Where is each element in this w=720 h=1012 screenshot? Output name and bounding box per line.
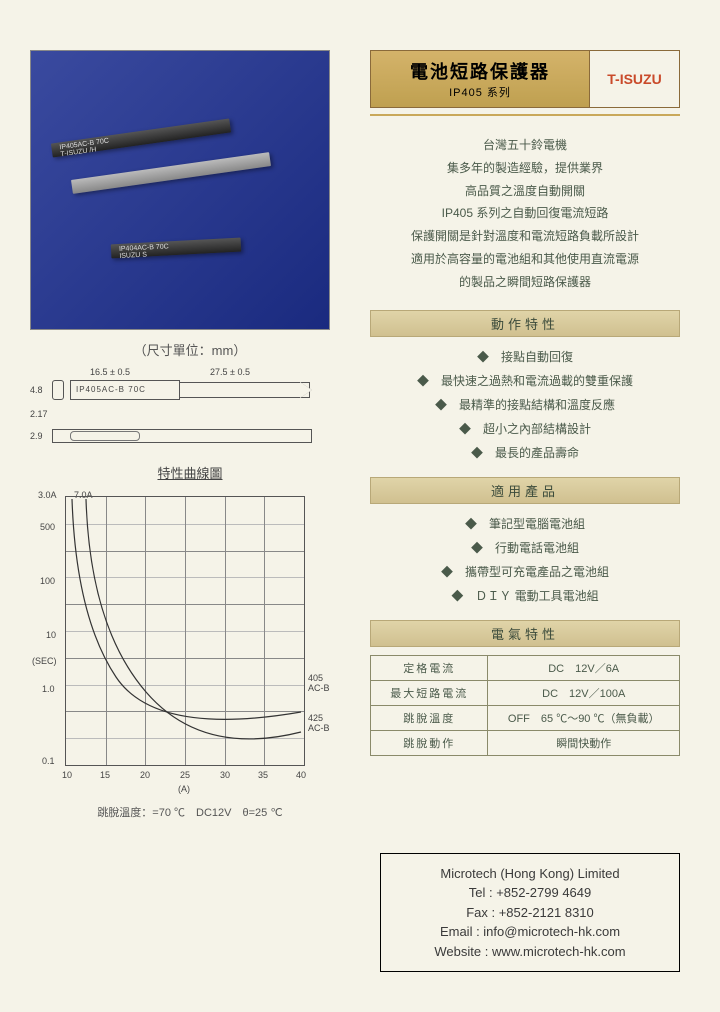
table-row: 跳脫動作 瞬間快動作 [371, 730, 680, 755]
contact-name: Microtech (Hong Kong) Limited [395, 864, 665, 884]
contact-box: Microtech (Hong Kong) Limited Tel : +852… [380, 853, 680, 973]
contact-tel: Tel : +852-2799 4649 [395, 883, 665, 903]
section-electrical: 電氣特性 [370, 620, 680, 647]
contact-fax: Fax : +852-2121 8310 [395, 903, 665, 923]
dimension-drawing: 4.8 16.5 ± 0.5 27.5 ± 0.5 IP405AC-B 70C … [30, 365, 330, 455]
table-row: 跳脫溫度 OFF 65 ℃～90 ℃（無負載） [371, 705, 680, 730]
table-row: 定格電流 DC 12V／6A [371, 655, 680, 680]
characteristic-chart: 3.0A 7.0A 500 100 10 1.0 0.1 (SEC) [30, 486, 330, 796]
section-operation: 動作特性 [370, 310, 680, 337]
contact-web: Website : www.microtech-hk.com [395, 942, 665, 962]
title-block: 電池短路保護器 IP405 系列 T-ISUZU [370, 50, 680, 108]
spec-table: 定格電流 DC 12V／6A 最大短路電流 DC 12V／100A 跳脫溫度 O… [370, 655, 680, 756]
brand-label: T-ISUZU [589, 51, 679, 107]
characteristic-caption: 特性曲線圖 [30, 463, 350, 482]
contact-email: Email : info@microtech-hk.com [395, 922, 665, 942]
section-application: 適用產品 [370, 477, 680, 504]
intro-text: 台灣五十鈴電機 集多年的製造經驗，提供業界 高品質之溫度自動開關 IP405 系… [370, 134, 680, 294]
table-row: 最大短路電流 DC 12V／100A [371, 680, 680, 705]
dimensions-caption: （尺寸單位：mm） [30, 340, 350, 359]
chart-footnote: 跳脫溫度：=70 ℃ DC12V θ=25 ℃ [30, 804, 350, 820]
title-sub: IP405 系列 [449, 84, 511, 100]
title-main: 電池短路保護器 [410, 58, 550, 84]
title-underline [370, 114, 680, 116]
product-photo: IP405AC-B 70CT-ISUZU /H IP404AC-B 70CISU… [30, 50, 330, 330]
application-list: ◆ 筆記型電腦電池組 ◆ 行動電話電池組 ◆ 攜帶型可充電產品之電池組 ◆ ＤＩ… [370, 512, 680, 608]
operation-list: ◆ 接點自動回復 ◆ 最快速之過熱和電流過載的雙重保護 ◆ 最精準的接點結構和溫… [370, 345, 680, 465]
